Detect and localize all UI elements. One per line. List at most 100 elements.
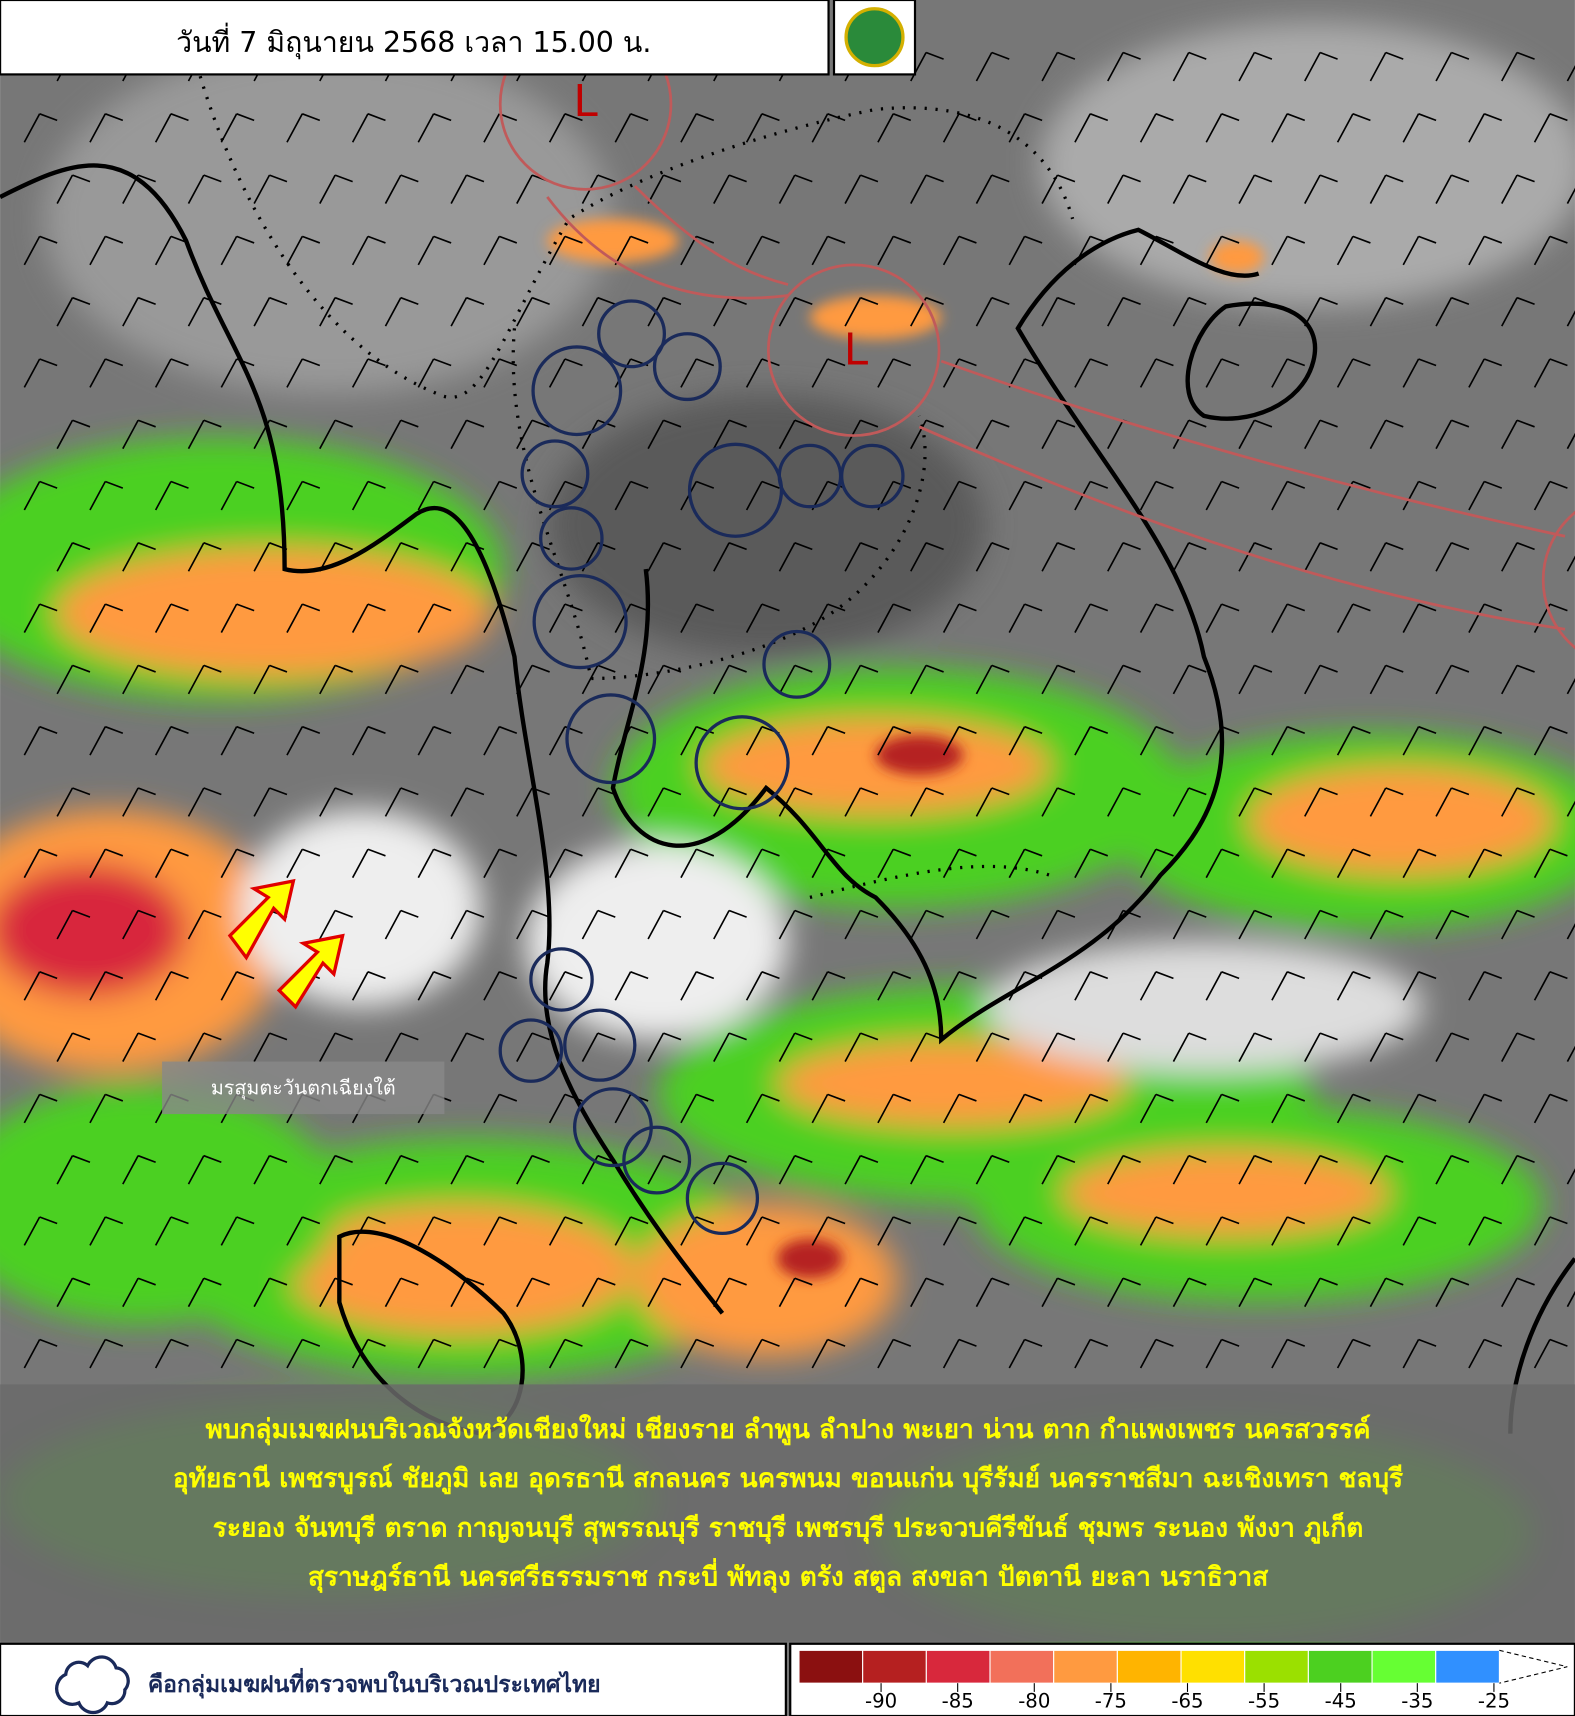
wind-barb bbox=[483, 1216, 518, 1246]
wind-barb bbox=[713, 542, 747, 572]
wind-barb bbox=[1271, 235, 1306, 266]
wind-barb bbox=[647, 909, 682, 940]
wind-barb bbox=[811, 971, 846, 1001]
wind-barb bbox=[384, 664, 419, 695]
wind-barb bbox=[1074, 971, 1109, 1001]
wind-barb bbox=[1271, 603, 1306, 633]
wind-barb bbox=[384, 1032, 419, 1062]
wind-barb bbox=[910, 909, 944, 940]
wind-barb bbox=[319, 296, 353, 327]
rain-cloud-outlines bbox=[498, 299, 905, 1236]
wind-barb bbox=[1336, 725, 1371, 756]
wind-barb bbox=[745, 1338, 780, 1369]
wind-barb bbox=[286, 235, 321, 266]
wind-barb bbox=[778, 909, 813, 940]
wind-barb bbox=[450, 664, 485, 695]
wind-barb bbox=[1041, 664, 1076, 695]
wind-barb bbox=[745, 113, 780, 143]
wind-barb bbox=[713, 1032, 747, 1062]
wind-barb bbox=[1369, 51, 1404, 82]
wind-barb bbox=[253, 1032, 288, 1062]
wind-barb bbox=[1336, 848, 1371, 879]
wind-barb bbox=[56, 787, 91, 817]
wind-barb bbox=[942, 725, 977, 756]
wind-barb bbox=[187, 419, 222, 450]
wind-barb bbox=[483, 848, 518, 879]
wind-barb bbox=[1533, 971, 1568, 1001]
wind-barb bbox=[1074, 235, 1109, 266]
wind-barb bbox=[1501, 174, 1535, 204]
legend-box bbox=[0, 1642, 787, 1716]
wind-barb bbox=[1468, 603, 1503, 633]
wind-barb bbox=[811, 113, 846, 143]
wind-barb bbox=[680, 1216, 715, 1246]
wind-barb bbox=[844, 1154, 879, 1185]
wind-barb bbox=[1238, 664, 1273, 695]
wind-barb bbox=[1074, 358, 1109, 388]
colorbar-segment bbox=[1116, 1649, 1182, 1684]
wind-barb bbox=[1238, 1032, 1273, 1062]
wind-barb bbox=[253, 542, 288, 572]
wind-barb bbox=[811, 848, 846, 879]
wind-barb bbox=[1501, 1277, 1535, 1308]
summary-box bbox=[0, 1384, 1575, 1642]
wind-barb bbox=[1271, 971, 1306, 1001]
wind-barb bbox=[1304, 51, 1338, 82]
wind-barb bbox=[286, 603, 321, 633]
wind-barb bbox=[910, 1154, 944, 1185]
colorbar-segment bbox=[925, 1649, 991, 1684]
wind-barb bbox=[581, 787, 616, 817]
wind-barb bbox=[1139, 848, 1174, 879]
wind-barb bbox=[877, 971, 912, 1001]
wind-barb bbox=[56, 419, 91, 450]
wind-barb bbox=[745, 1093, 780, 1124]
wind-barb bbox=[1402, 971, 1437, 1001]
wind-barb bbox=[483, 725, 518, 756]
wind-barb bbox=[122, 909, 156, 940]
colorbar-tick-label: -80 bbox=[1018, 1689, 1050, 1712]
wind-barb bbox=[745, 1216, 780, 1246]
wind-barb bbox=[1336, 113, 1371, 143]
wind-barb bbox=[1304, 1154, 1338, 1185]
wind-barb bbox=[1008, 358, 1043, 388]
wind-barb bbox=[1205, 1093, 1240, 1124]
wind-barb bbox=[1468, 358, 1503, 388]
wind-barb bbox=[1304, 664, 1338, 695]
wind-barb bbox=[450, 419, 485, 450]
colorbar-tick-label: -25 bbox=[1478, 1689, 1510, 1712]
wind-barb bbox=[1074, 1216, 1109, 1246]
wind-barb bbox=[286, 113, 321, 143]
wind-barb bbox=[548, 848, 583, 879]
wind-barb bbox=[351, 603, 386, 633]
wind-barb bbox=[187, 787, 222, 817]
wind-barb bbox=[253, 1277, 288, 1308]
wind-barb bbox=[1533, 1216, 1568, 1246]
header-box bbox=[0, 0, 830, 76]
wind-barb bbox=[811, 725, 846, 756]
wind-barb bbox=[713, 909, 747, 940]
wind-barb bbox=[1205, 848, 1240, 879]
wind-barb bbox=[1402, 480, 1437, 511]
wind-barb bbox=[122, 664, 156, 695]
wind-barb bbox=[1435, 1277, 1470, 1308]
wind-barb bbox=[187, 542, 222, 572]
wind-barb bbox=[1205, 113, 1240, 143]
wind-barb bbox=[1566, 65, 1575, 82]
wind-barb bbox=[23, 1338, 58, 1369]
wind-barb bbox=[713, 664, 747, 695]
wind-barb bbox=[910, 51, 944, 82]
wind-barb bbox=[581, 296, 616, 327]
borders bbox=[195, 65, 1075, 899]
wind-barb bbox=[1238, 787, 1273, 817]
wind-barb bbox=[1566, 1290, 1575, 1308]
wind-barb bbox=[1008, 971, 1043, 1001]
wind-barb bbox=[811, 358, 846, 388]
legend-text: คือกลุ่มเมฆฝนที่ตรวจพบในบริเวณประเทศไทย bbox=[148, 1667, 601, 1699]
wind-barb bbox=[1501, 419, 1535, 450]
wind-barb bbox=[1205, 725, 1240, 756]
wind-barb bbox=[122, 296, 156, 327]
wind-barb bbox=[23, 1216, 58, 1246]
wind-barb bbox=[417, 725, 452, 756]
wind-barb bbox=[286, 480, 321, 511]
